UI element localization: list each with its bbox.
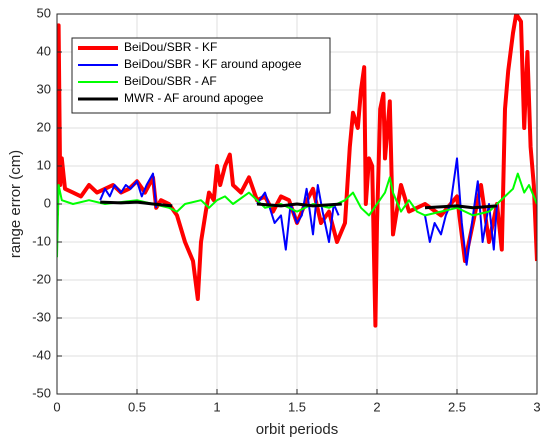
x-axis-label: orbit periods	[256, 421, 339, 438]
legend-label: BeiDou/SBR - KF around apogee	[124, 57, 302, 71]
x-tick-label: 2	[373, 399, 380, 414]
y-tick-label: 50	[37, 5, 51, 20]
legend-label: BeiDou/SBR - AF	[124, 74, 217, 88]
y-tick-label: 0	[44, 195, 51, 210]
x-tick-label: 0	[53, 399, 60, 414]
y-tick-label: 20	[37, 119, 51, 134]
x-tick-label: 0.5	[128, 399, 146, 414]
y-tick-label: 40	[37, 43, 51, 58]
y-tick-label: -50	[32, 385, 51, 400]
series-line	[100, 200, 498, 210]
series-line	[57, 14, 537, 328]
y-tick-label: 10	[37, 157, 51, 172]
x-tick-label: 2.5	[448, 399, 466, 414]
series-line	[99, 157, 498, 266]
y-tick-label: -40	[32, 347, 51, 362]
legend-label: MWR - AF around apogee	[124, 91, 264, 105]
x-tick-label: 3	[533, 399, 540, 414]
x-tick-label: 1	[213, 399, 220, 414]
y-tick-label: 30	[37, 81, 51, 96]
x-tick-label: 1.5	[288, 399, 306, 414]
y-axis-label: range error (cm)	[7, 150, 24, 258]
y-tick-label: -10	[32, 233, 51, 248]
y-tick-label: -30	[32, 309, 51, 324]
y-tick-label: -20	[32, 271, 51, 286]
legend-label: BeiDou/SBR - KF	[124, 40, 217, 54]
